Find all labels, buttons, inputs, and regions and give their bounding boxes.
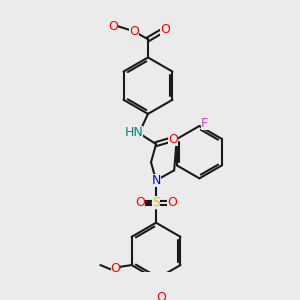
Text: O: O <box>108 20 118 33</box>
Text: O: O <box>110 262 120 275</box>
Text: O: O <box>160 23 170 36</box>
Text: O: O <box>167 196 177 209</box>
Text: F: F <box>201 118 208 130</box>
Text: HN: HN <box>124 125 143 139</box>
Text: N: N <box>152 174 161 187</box>
Text: O: O <box>135 196 145 209</box>
Text: S: S <box>152 196 160 209</box>
Text: O: O <box>156 291 166 300</box>
Text: O: O <box>168 133 178 146</box>
Text: O: O <box>129 25 139 38</box>
